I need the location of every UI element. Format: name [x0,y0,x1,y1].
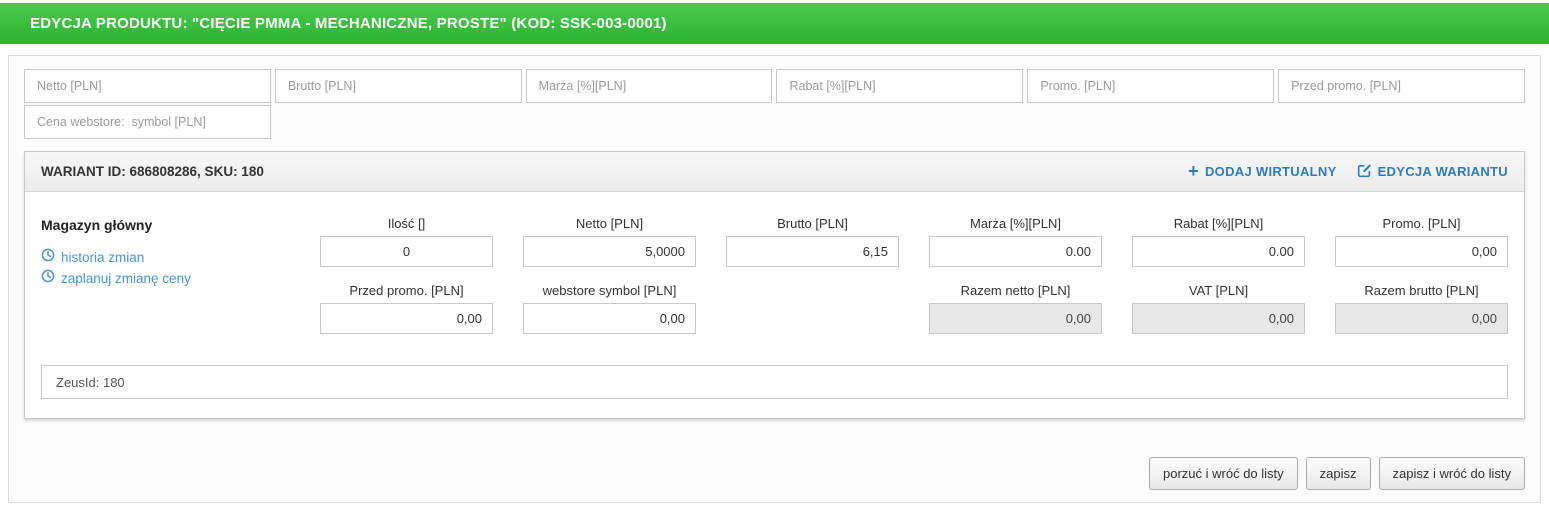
price-filter-row-1 [24,69,1525,103]
page-header: EDYCJA PRODUKTU: "CIĘCIE PMMA - MECHANIC… [0,3,1549,44]
field-webstore-symbol-input[interactable] [523,303,696,334]
warehouse-column: Magazyn główny historia zmian [41,216,320,334]
field-marza: Marża [%][PLN] [929,216,1102,267]
field-spacer [726,283,899,334]
field-promo-input[interactable] [1335,236,1508,267]
variant-title: WARIANT ID: 686808286, SKU: 180 [41,164,264,179]
field-promo: Promo. [PLN] [1335,216,1508,267]
field-przed-promo-input[interactable] [320,303,493,334]
edit-variant-button[interactable]: EDYCJA WARIANTU [1357,163,1508,181]
filter-promo-input[interactable] [1027,69,1275,103]
variant-fields: Ilość [] Netto [PLN] Brutto [PLN] Marża … [320,216,1508,334]
variant-panel: WARIANT ID: 686808286, SKU: 180 + DODAJ … [24,151,1525,419]
field-promo-label: Promo. [PLN] [1382,216,1461,231]
field-marza-input[interactable] [929,236,1102,267]
plus-icon: + [1188,160,1199,181]
field-vat: VAT [PLN] [1132,283,1305,334]
field-rabat-input[interactable] [1132,236,1305,267]
field-przed-promo: Przed promo. [PLN] [320,283,493,334]
save-button[interactable]: zapisz [1305,457,1371,490]
field-netto-input[interactable] [523,236,696,267]
add-virtual-button[interactable]: + DODAJ WIRTUALNY [1188,160,1337,181]
field-razem-brutto: Razem brutto [PLN] [1335,283,1508,334]
field-razem-brutto-label: Razem brutto [PLN] [1364,283,1479,298]
clock-icon [41,247,55,268]
field-ilosc-label: Ilość [] [387,216,426,231]
field-razem-netto: Razem netto [PLN] [929,283,1102,334]
field-vat-label: VAT [PLN] [1188,283,1249,298]
schedule-price-change-link[interactable]: zaplanuj zmianę ceny [41,268,320,289]
footer-actions: porzuć i wróć do listy zapisz zapisz i w… [24,457,1525,490]
variant-actions: + DODAJ WIRTUALNY EDYCJA WARIANTU [1188,160,1508,181]
edit-variant-label: EDYCJA WARIANTU [1377,164,1508,179]
page-title: EDYCJA PRODUKTU: "CIĘCIE PMMA - MECHANIC… [30,15,667,32]
field-rabat-label: Rabat [%][PLN] [1173,216,1264,231]
filter-rabat-input[interactable] [776,69,1024,103]
save-and-return-button[interactable]: zapisz i wróć do listy [1378,457,1525,490]
field-netto-label: Netto [PLN] [575,216,644,231]
field-ilosc-input[interactable] [320,236,493,267]
field-webstore-symbol: webstore symbol [PLN] [523,283,696,334]
variant-panel-body: Magazyn główny historia zmian [25,192,1524,334]
field-vat-input [1132,303,1305,334]
variant-fields-grid: Ilość [] Netto [PLN] Brutto [PLN] Marża … [320,216,1508,334]
field-brutto-label: Brutto [PLN] [777,216,848,231]
edit-icon [1357,163,1372,181]
filter-netto-input[interactable] [24,69,271,103]
history-link[interactable]: historia zmian [41,247,320,268]
field-netto: Netto [PLN] [523,216,696,267]
field-ilosc: Ilość [] [320,216,493,267]
field-rabat: Rabat [%][PLN] [1132,216,1305,267]
schedule-price-change-label: zaplanuj zmianę ceny [61,271,191,286]
add-virtual-label: DODAJ WIRTUALNY [1204,164,1337,179]
warehouse-name: Magazyn główny [41,217,153,233]
filter-cena-webstore-input[interactable] [24,105,271,139]
field-brutto-input[interactable] [726,236,899,267]
price-filter-row-2 [24,105,1525,139]
field-przed-promo-label: Przed promo. [PLN] [349,283,464,298]
field-razem-netto-input [929,303,1102,334]
field-webstore-symbol-label: webstore symbol [PLN] [542,283,677,298]
filter-przed-promo-input[interactable] [1278,69,1525,103]
field-brutto: Brutto [PLN] [726,216,899,267]
discard-and-return-button[interactable]: porzuć i wróć do listy [1149,457,1298,490]
clock-icon [41,268,55,289]
variant-panel-header: WARIANT ID: 686808286, SKU: 180 + DODAJ … [25,152,1524,192]
zeus-id-input[interactable] [41,365,1508,399]
field-razem-netto-label: Razem netto [PLN] [960,283,1071,298]
history-link-label: historia zmian [61,250,145,265]
content-container: WARIANT ID: 686808286, SKU: 180 + DODAJ … [8,55,1541,503]
zeus-id-row [25,365,1524,418]
field-razem-brutto-input [1335,303,1508,334]
filter-marza-input[interactable] [525,69,773,103]
filter-brutto-input[interactable] [274,69,522,103]
field-marza-label: Marża [%][PLN] [969,216,1062,231]
